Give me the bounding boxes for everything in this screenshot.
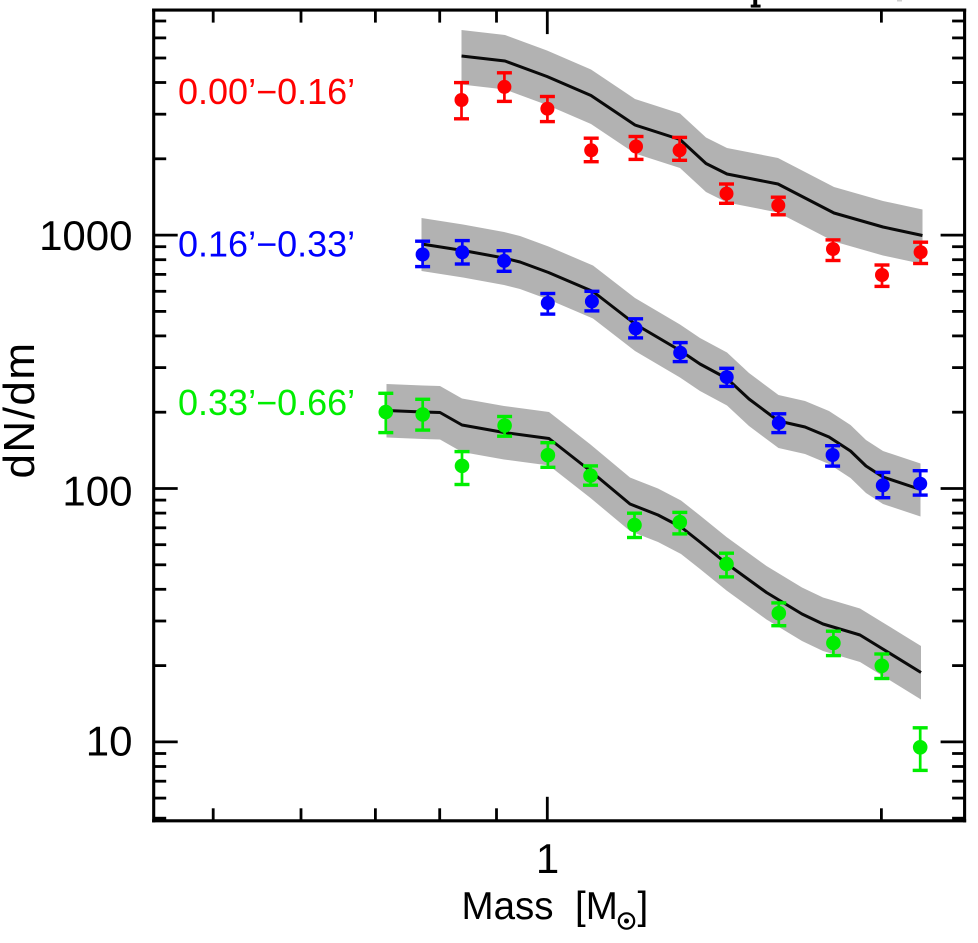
svg-text:[M: [M — [575, 885, 618, 928]
svg-text:dN/dm: dN/dm — [0, 341, 44, 478]
svg-text:0.33’−0.66’: 0.33’−0.66’ — [178, 382, 355, 423]
svg-text:0.00’−0.16’: 0.00’−0.16’ — [178, 71, 355, 112]
svg-text:Mass: Mass — [462, 885, 554, 928]
svg-text:]: ] — [638, 885, 649, 928]
svg-text:1: 1 — [536, 835, 559, 882]
svg-text:100: 100 — [62, 467, 132, 514]
svg-text:10: 10 — [86, 718, 133, 765]
svg-text:0.16’−0.33’: 0.16’−0.33’ — [178, 224, 355, 265]
svg-text:1000: 1000 — [39, 212, 132, 259]
